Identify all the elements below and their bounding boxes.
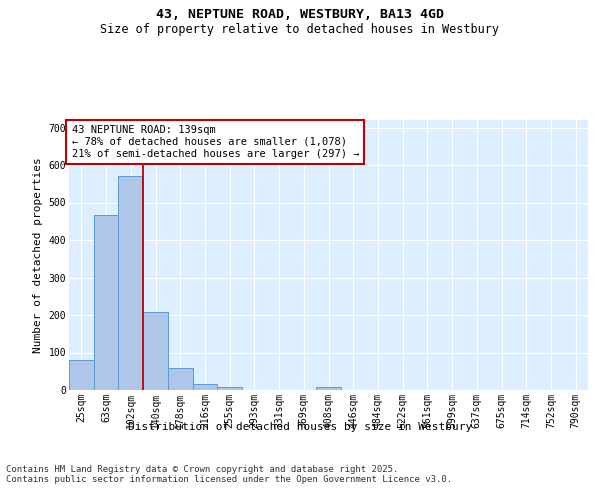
Text: Contains HM Land Registry data © Crown copyright and database right 2025.
Contai: Contains HM Land Registry data © Crown c… [6,465,452,484]
Y-axis label: Number of detached properties: Number of detached properties [33,157,43,353]
Bar [193,384,217,390]
Bar [316,388,341,390]
Bar [69,360,94,390]
Text: Size of property relative to detached houses in Westbury: Size of property relative to detached ho… [101,22,499,36]
Bar [217,387,242,390]
Text: 43, NEPTUNE ROAD, WESTBURY, BA13 4GD: 43, NEPTUNE ROAD, WESTBURY, BA13 4GD [156,8,444,20]
Bar [94,215,118,390]
Text: Distribution of detached houses by size in Westbury: Distribution of detached houses by size … [128,422,472,432]
Bar [118,176,143,390]
Text: 43 NEPTUNE ROAD: 139sqm
← 78% of detached houses are smaller (1,078)
21% of semi: 43 NEPTUNE ROAD: 139sqm ← 78% of detache… [71,126,359,158]
Bar [143,312,168,390]
Bar [168,368,193,390]
